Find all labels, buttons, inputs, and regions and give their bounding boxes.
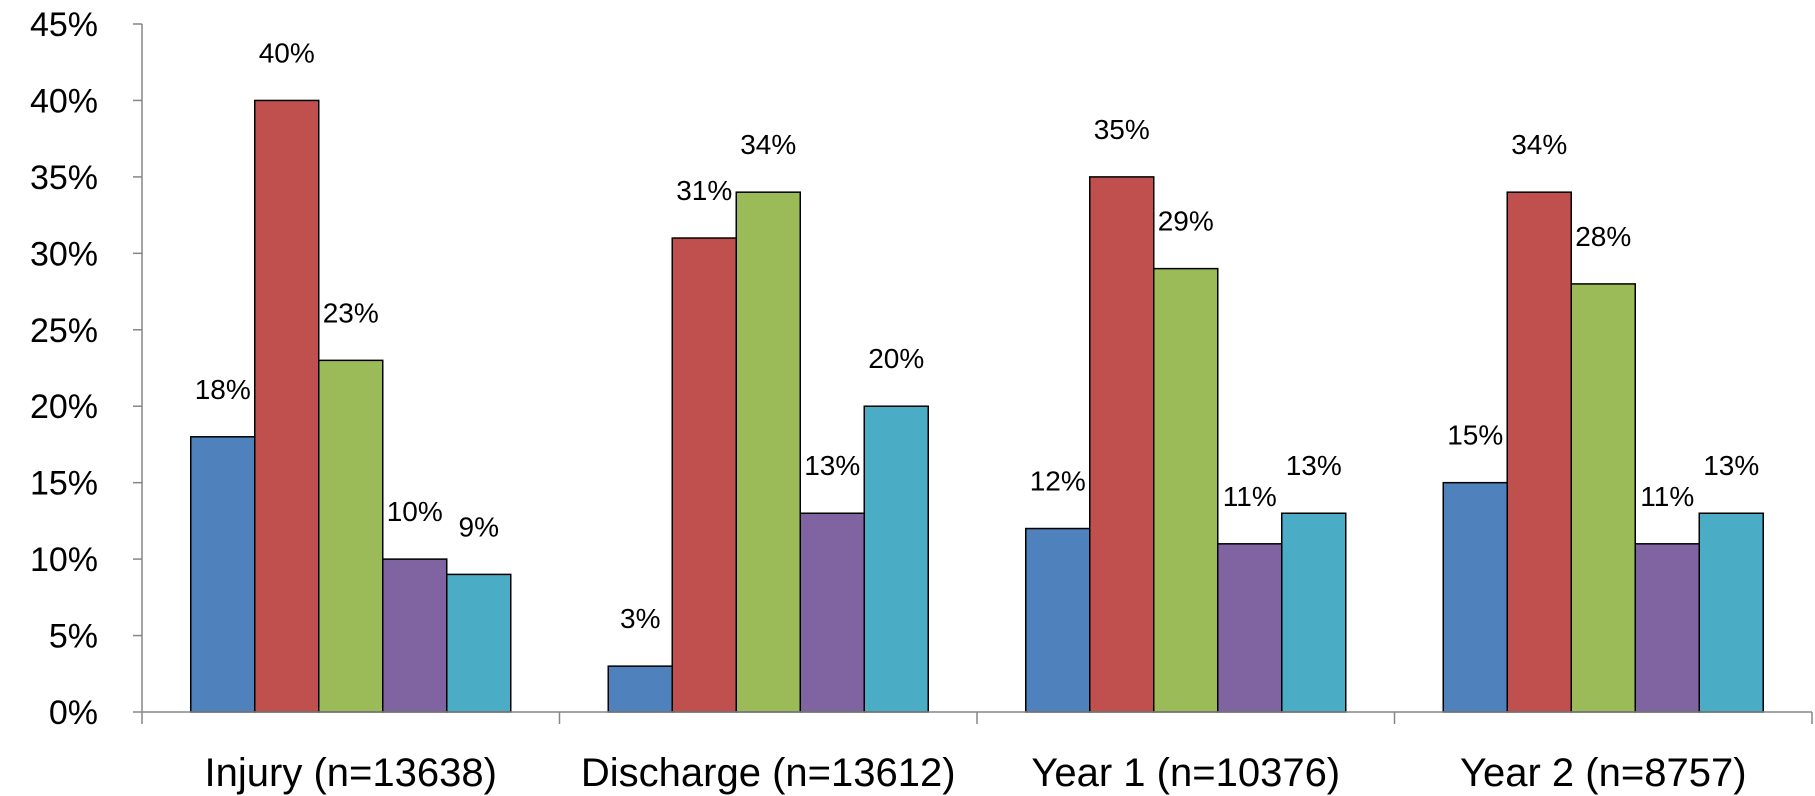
data-label: 35% [1094, 114, 1150, 145]
bar [1634, 543, 1700, 713]
bar [735, 191, 801, 713]
x-axis: Injury (n=13638) Discharge (n=13612) Year … [141, 712, 1813, 795]
y-tick-label: 25% [30, 312, 98, 350]
data-label: 40% [259, 37, 315, 68]
data-label: 23% [323, 297, 379, 328]
data-label: 13% [1286, 450, 1342, 481]
data-label: 11% [1640, 481, 1694, 512]
bar [799, 512, 865, 713]
bar [1153, 267, 1219, 713]
y-tick-label: 45% [30, 6, 98, 44]
x-tick-label: Injury (n=13638) [205, 751, 497, 795]
data-labels: 18% 3% 12% 15% 40% 31% 35% 34% 23% 34% 29% 28% 10% 13… [195, 37, 1760, 634]
data-label: 13% [804, 450, 860, 481]
y-tick-label: 35% [30, 159, 98, 197]
data-label: 28% [1575, 221, 1631, 252]
x-tick-label: Year 2 (n=8757) [1460, 751, 1747, 795]
bar [671, 237, 737, 713]
x-tick-label: Discharge (n=13612) [581, 751, 956, 795]
data-label: 20% [868, 343, 924, 374]
data-label: 10% [387, 496, 443, 527]
y-tick-label: 30% [30, 235, 98, 273]
bar [382, 558, 448, 713]
y-axis-ticks: 0% 5% 10% 15% 20% 25% 30% 35% 40% 45% [30, 6, 142, 732]
y-tick-label: 20% [30, 388, 98, 426]
data-label: 3% [620, 603, 660, 634]
y-tick-label: 0% [49, 694, 98, 732]
data-label: 34% [1511, 129, 1567, 160]
y-tick-label: 15% [30, 465, 98, 503]
y-tick-label: 5% [49, 618, 98, 656]
bar [1698, 512, 1764, 713]
bar [1570, 283, 1636, 713]
bar [1089, 176, 1155, 713]
bar [254, 99, 320, 713]
bar [863, 405, 929, 713]
data-label: 34% [740, 129, 796, 160]
data-label: 18% [195, 374, 251, 405]
bar [190, 436, 256, 713]
data-label: 15% [1447, 420, 1503, 451]
data-label: 13% [1703, 450, 1759, 481]
y-tick-label: 10% [30, 541, 98, 579]
bar [1025, 527, 1091, 713]
x-tick-label: Year 1 (n=10376) [1031, 751, 1340, 795]
data-label: 11% [1223, 481, 1277, 512]
axes [141, 24, 1812, 713]
data-label: 31% [676, 175, 732, 206]
data-label: 29% [1158, 206, 1214, 237]
y-tick-label: 40% [30, 82, 98, 120]
bar [1442, 481, 1508, 713]
bar [446, 573, 512, 713]
data-label: 9% [459, 511, 499, 542]
bar [1281, 512, 1347, 713]
bar [1217, 543, 1283, 713]
bar [607, 665, 673, 713]
bar [1506, 191, 1572, 713]
bars [190, 99, 1764, 713]
bar [318, 359, 384, 713]
data-label: 12% [1030, 466, 1086, 497]
